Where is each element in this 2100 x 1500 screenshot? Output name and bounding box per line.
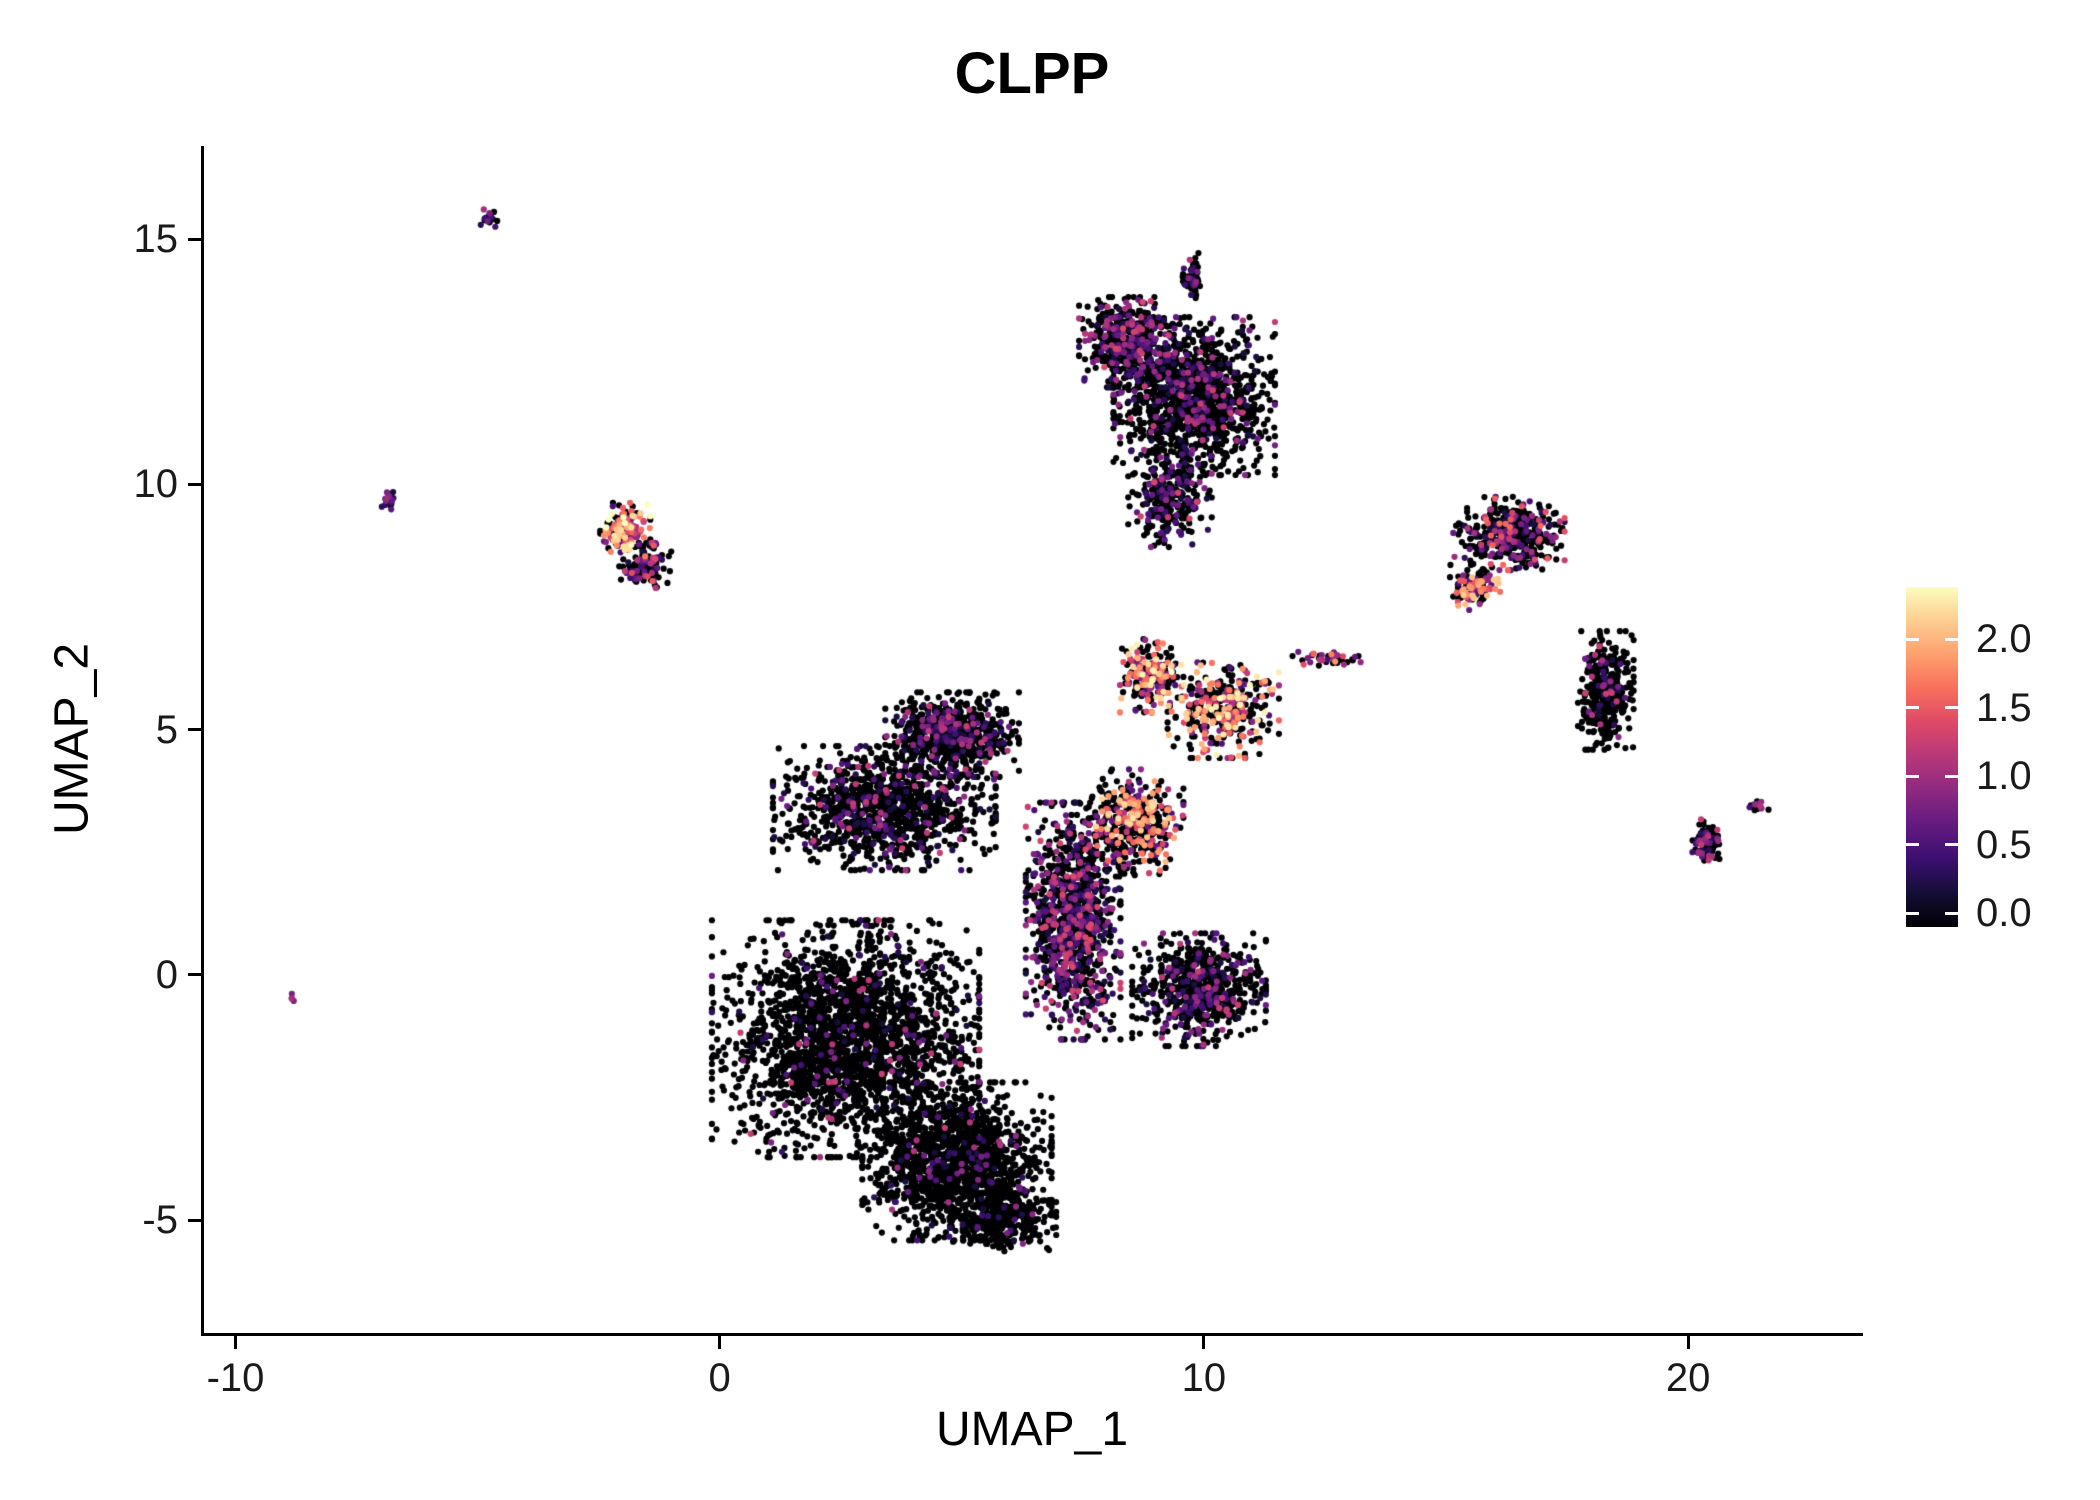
colorbar-tick [1945, 911, 1958, 915]
x-axis-title: UMAP_1 [935, 1403, 1129, 1456]
x-axis-line [201, 1333, 1863, 1336]
x-tick-label: 10 [1181, 1356, 1227, 1400]
colorbar-tick [1906, 637, 1919, 641]
y-tick-label: 10 [133, 462, 179, 507]
colorbar-tick-label: 0.5 [1976, 822, 2032, 867]
y-tick [188, 237, 201, 241]
y-axis-title: UMAP_2 [45, 642, 99, 836]
colorbar-tick [1906, 911, 1919, 915]
umap-scatter-canvas [204, 146, 1860, 1333]
colorbar-tick [1906, 843, 1919, 846]
y-tick [188, 1218, 201, 1222]
colorbar-tick [1945, 774, 1958, 778]
colorbar-tick [1906, 774, 1919, 778]
figure-title: CLPP [954, 41, 1110, 106]
x-tick-label: 0 [708, 1356, 731, 1400]
y-tick [188, 728, 201, 732]
colorbar-tick [1945, 637, 1958, 641]
y-tick-label: 15 [133, 217, 179, 262]
x-tick-label: 20 [1665, 1356, 1711, 1400]
colorbar-tick [1945, 706, 1958, 709]
x-tick [1202, 1336, 1206, 1349]
colorbar-tick [1945, 843, 1958, 846]
y-tick-label: 0 [155, 952, 178, 997]
colorbar-tick-label: 0.0 [1976, 891, 2032, 935]
colorbar-gradient [1906, 587, 1958, 927]
y-tick [188, 482, 201, 486]
y-axis-line [201, 146, 204, 1336]
colorbar-tick-label: 1.5 [1976, 685, 2032, 730]
x-tick [1686, 1336, 1690, 1349]
colorbar-tick [1906, 706, 1919, 709]
y-tick-label: 5 [155, 707, 178, 752]
x-tick [718, 1336, 722, 1349]
y-tick-label: -5 [142, 1198, 178, 1243]
colorbar-tick-label: 1.0 [1976, 754, 2032, 798]
x-tick-label: -10 [206, 1356, 265, 1400]
colorbar-tick-label: 2.0 [1976, 617, 2032, 661]
y-tick [188, 973, 201, 977]
x-tick [233, 1336, 237, 1349]
